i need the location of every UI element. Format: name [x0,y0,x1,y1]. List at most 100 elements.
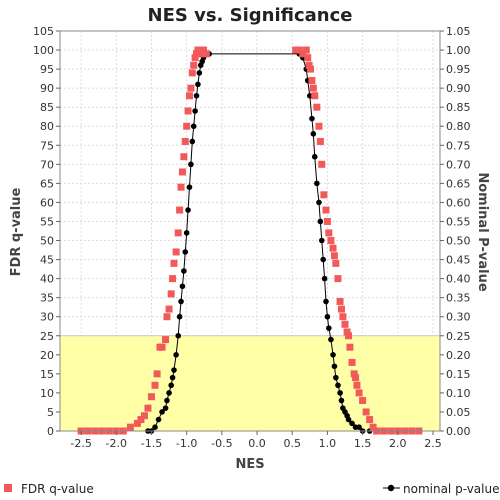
fdr-point [308,77,316,85]
fdr-point [158,343,166,351]
nominal-p-point [173,352,179,358]
y2-tick-label: 0.30 [446,311,471,324]
fdr-point [188,69,196,77]
y-tick-label: 75 [40,139,54,152]
nominal-p-point [195,81,201,88]
fdr-point [295,46,303,54]
fdr-point [337,305,345,313]
fdr-point [345,332,353,340]
y-tick-label: 0 [47,425,54,438]
plot-border [59,30,441,432]
fdr-point [181,137,189,145]
fdr-point [193,50,201,58]
fdr-point [343,328,351,336]
nominal-p-point [335,382,341,389]
y2-tick-label: 0.85 [446,101,471,114]
fdr-point [153,370,161,378]
significance-band-rect [60,335,440,431]
y2-tick-label: 0.00 [446,425,471,438]
plot-frame [59,30,441,432]
fdr-point [197,50,205,58]
fdr-point [174,229,182,237]
x-tick-label: 0.0 [248,437,266,450]
nominal-p-point [338,397,345,404]
nominal-p-point [196,70,203,76]
y2-tick-label: 0.40 [446,273,471,286]
legend-p-label: nominal p-value [403,482,499,496]
y2-tick-label: 0.10 [446,387,471,400]
nominal-p-point [169,374,176,381]
x-tick-label: -1.5 [141,437,162,450]
fdr-point [348,358,356,366]
fdr-point [144,404,152,412]
fdr-point [329,244,337,252]
fdr-point [311,92,319,100]
x-axis-label: NES [235,457,264,472]
y-tick-label: 100 [33,44,54,57]
significance-band [60,335,440,431]
x-tick-label: 1.0 [319,437,337,450]
fdr-point [330,252,338,260]
y2-tick-label: 0.25 [446,330,471,343]
y2-tick-label: 1.00 [446,44,471,57]
fdr-point [353,381,361,389]
fdr-point [172,248,180,256]
fdr-point [369,423,377,431]
nominal-p-point [320,256,326,263]
fdr-point [178,168,186,176]
x-tick-label: 1.5 [354,437,372,450]
y2-tick-label: 0.60 [446,196,471,209]
y2-tick-label: 0.65 [446,177,471,190]
y2-tick-label: 0.15 [446,368,471,381]
y2-tick-label: 0.55 [446,215,471,228]
fdr-point [190,61,198,69]
x-tick-label: 0.5 [283,437,301,450]
nominal-p-point [186,184,193,190]
fdr-point [292,46,300,54]
y2-tick-label: 0.20 [446,349,471,362]
nominal-p-point [176,313,183,320]
nominal-p-point [316,199,322,206]
fdr-point [304,54,312,62]
y2-tick-label: 0.35 [446,292,471,305]
y2-tick-label: 0.70 [446,158,471,171]
fdr-point [302,46,310,54]
nominal-p-point [171,367,177,373]
fdr-point [151,381,159,389]
nominal-p-point [185,207,191,213]
fdr-point [323,217,331,225]
y2-tick-label: 1.05 [446,25,471,38]
x-tick-label: -1.0 [176,437,197,450]
y-tick-label: 55 [40,215,54,228]
fdr-point [359,397,367,405]
fdr-point [336,297,344,305]
nominal-p-point [330,352,336,358]
y2-tick-label: 0.95 [446,63,471,76]
fdr-point [313,103,321,111]
fdr-point [162,336,170,344]
nominal-p-point [309,115,315,122]
y2-tick-label: 0.80 [446,120,471,133]
y2-tick-label: 0.90 [446,82,471,95]
fdr-point [334,275,342,283]
fdr-point [366,416,374,424]
nominal-p-point [178,298,184,305]
y-tick-label: 65 [40,177,54,190]
fdr-point [180,153,188,161]
nominal-p-point [333,374,339,381]
nominal-p-point [181,268,187,274]
fdr-point [191,54,199,62]
y-axis-ticks: 0 5 10 15 20 25 30 35 40 45 50 55 60 65 70 75 80 85 90 95 10… [33,25,60,438]
y-tick-label: 30 [40,311,54,324]
nominal-p-point [168,382,174,389]
nominal-p-point [356,424,362,430]
fdr-point [200,46,208,54]
nominal-p-point [307,92,313,99]
nominal-p-point [179,283,186,290]
fdr-point [332,259,340,267]
y-tick-label: 40 [40,273,54,286]
fdr-point [316,137,324,145]
nominal-p-point [321,275,328,282]
nominal-p-point [324,313,331,320]
y-tick-label: 70 [40,158,54,171]
